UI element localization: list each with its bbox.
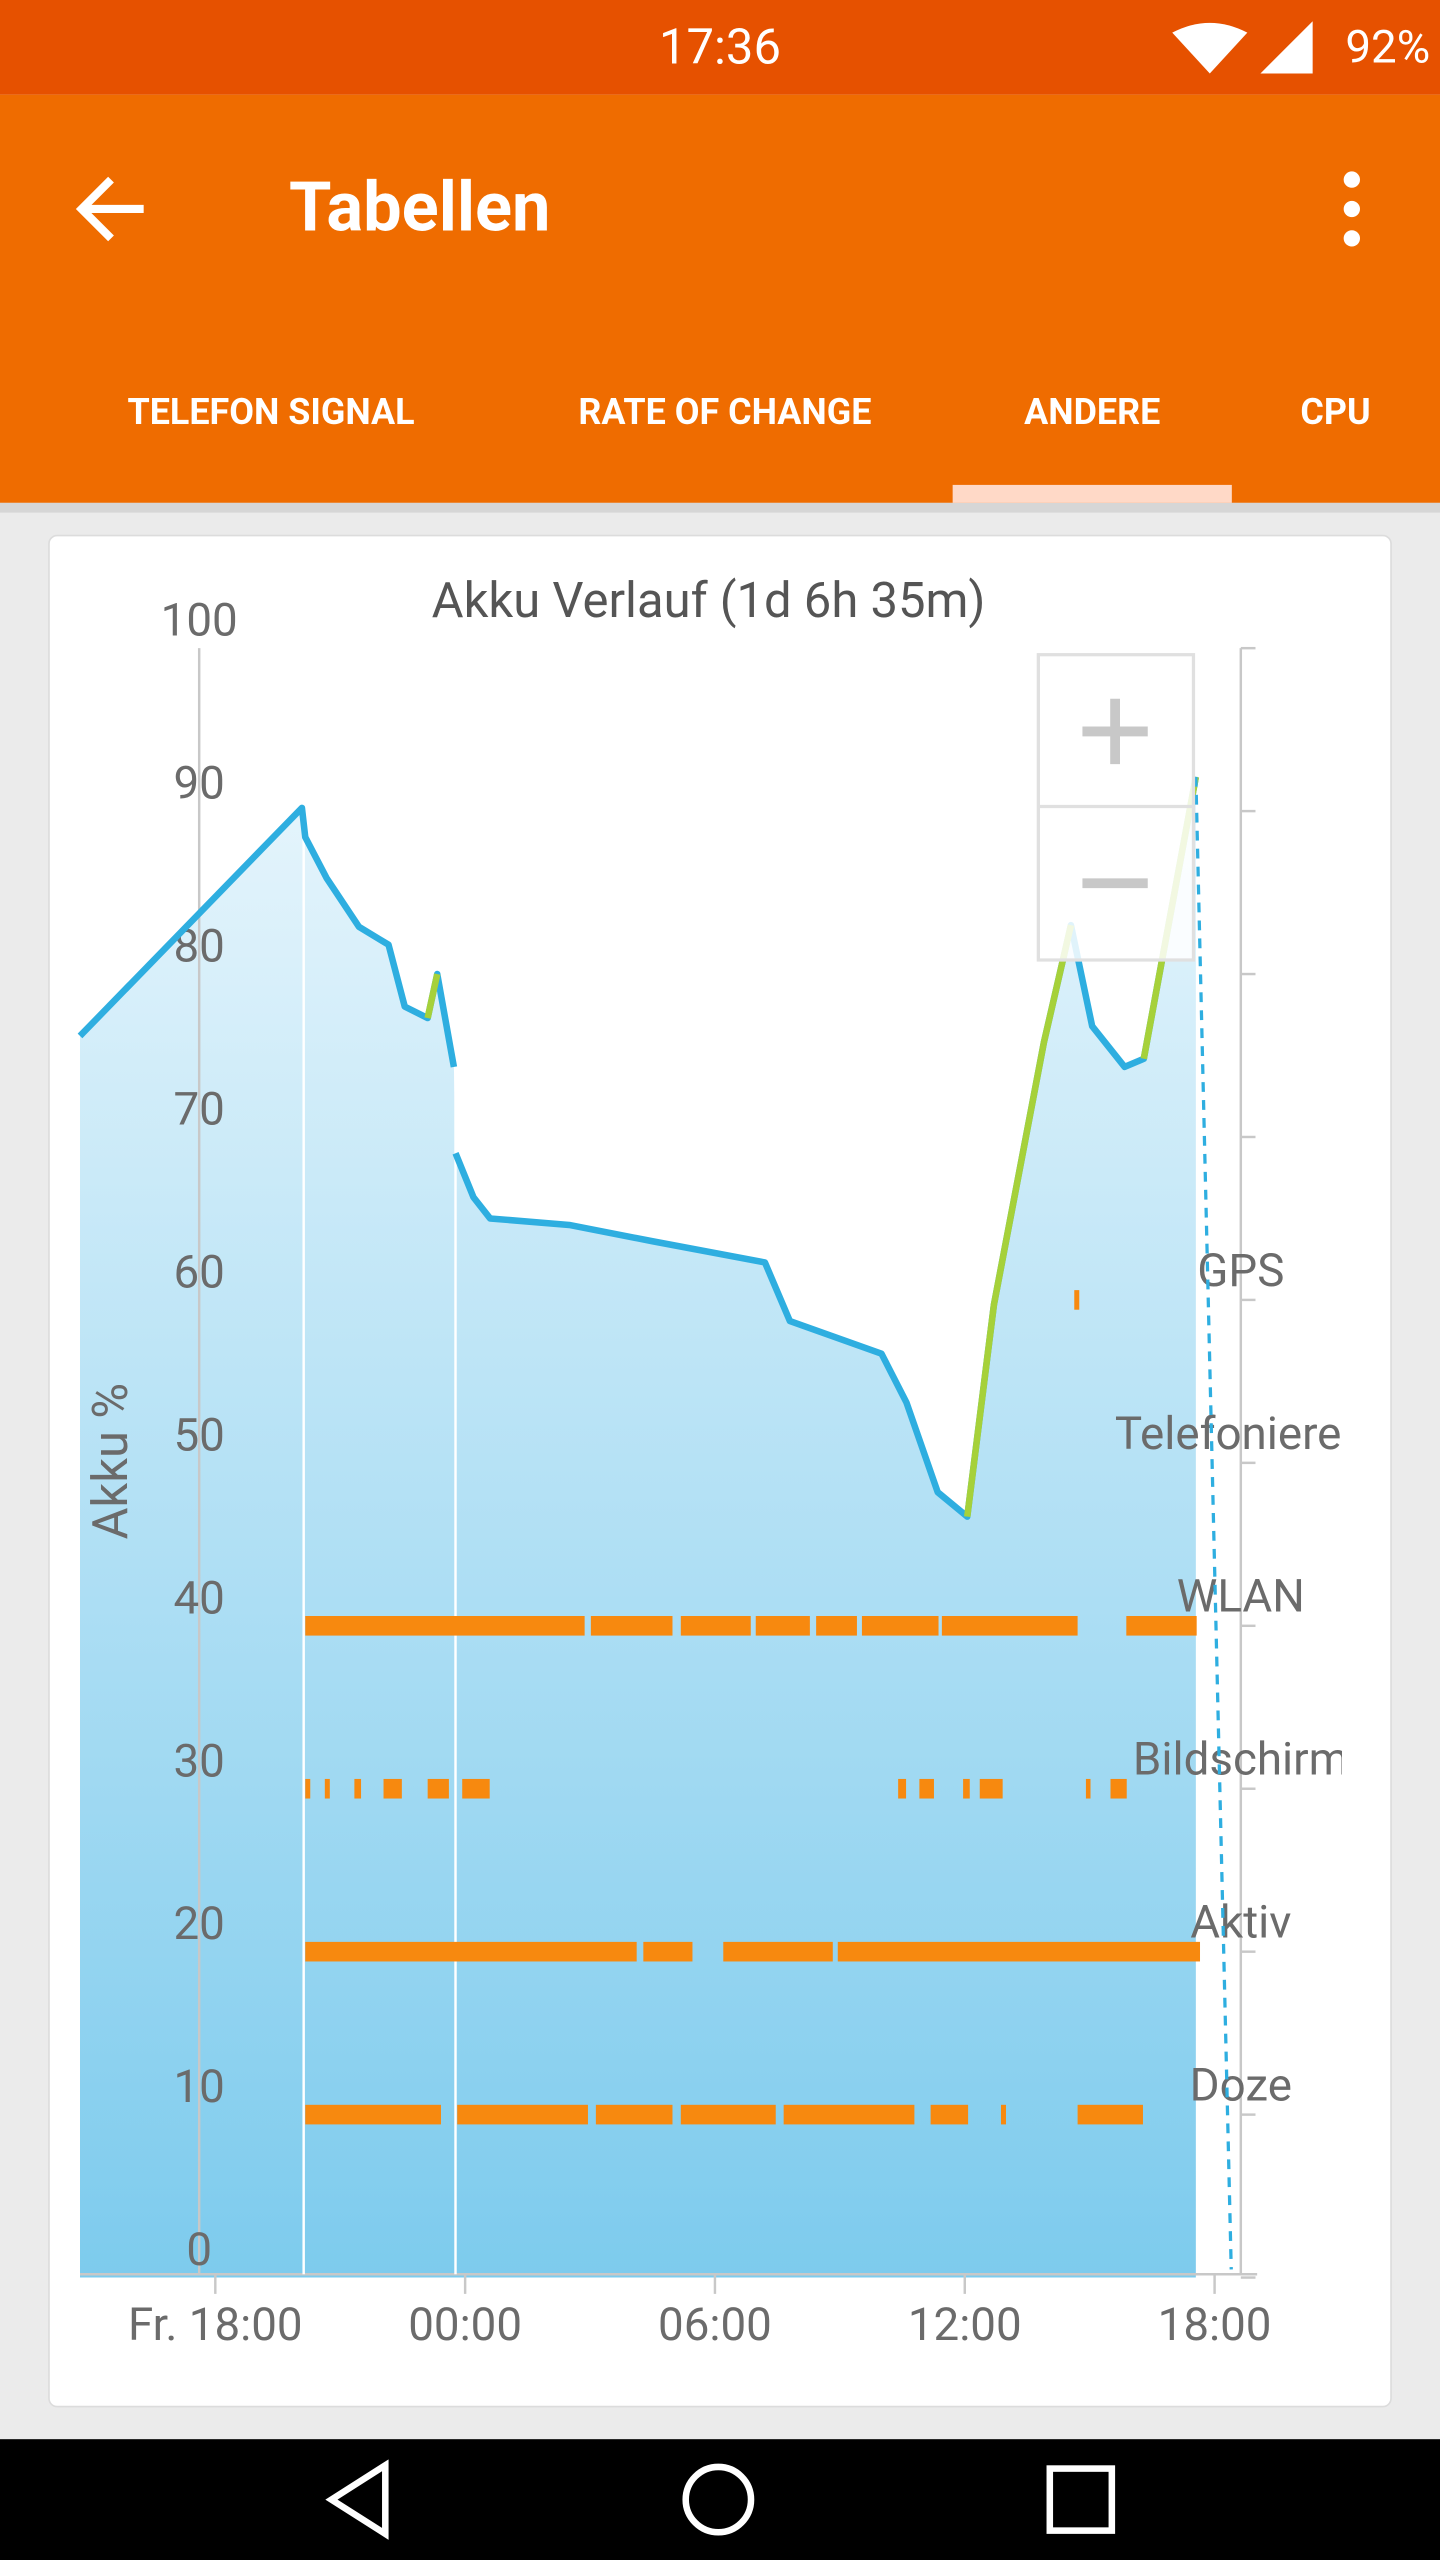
track-segment xyxy=(963,1778,970,1799)
nav-bar xyxy=(0,2439,1440,2560)
tab[interactable]: TELEFON SIGNAL xyxy=(127,391,414,433)
track-segment xyxy=(354,1778,362,1799)
tab[interactable]: RATE OF CHANGE xyxy=(578,391,871,433)
track-label: Aktiv xyxy=(1190,1897,1291,1950)
track-segment xyxy=(680,2104,776,2125)
y-tick-label: 30 xyxy=(173,1735,224,1788)
track-segment xyxy=(1110,1778,1127,1799)
track-segment xyxy=(427,1778,449,1799)
track-segment xyxy=(1126,1616,1197,1636)
battery-text: 92% xyxy=(1345,22,1430,75)
track-segment xyxy=(1074,1290,1080,1310)
y-tick-label: 20 xyxy=(173,1898,224,1951)
y-tick-label: 100 xyxy=(161,595,238,648)
track-segment xyxy=(861,1616,939,1636)
track-segment xyxy=(816,1616,857,1636)
y-tick-label: 0 xyxy=(186,2224,212,2277)
y-tick-label: 90 xyxy=(173,758,224,811)
x-tick-label: 00:00 xyxy=(408,2299,522,2352)
track-segment xyxy=(930,2104,969,2125)
chart xyxy=(80,646,1258,2294)
chart-title: Akku Verlauf (1d 6h 35m) xyxy=(432,572,986,629)
status-time: 17:36 xyxy=(659,19,781,76)
app-bar-shadow xyxy=(0,502,1440,513)
track-segment xyxy=(643,1941,693,1962)
overflow-menu[interactable] xyxy=(1343,171,1360,247)
track-segment xyxy=(457,2104,588,2125)
y-tick-label: 40 xyxy=(173,1572,224,1625)
track-label: Telefonieren xyxy=(1115,1408,1367,1461)
area-fill xyxy=(80,776,1196,2278)
track-segment xyxy=(837,1941,1201,1962)
track-segment xyxy=(755,1616,810,1636)
track-segment xyxy=(919,1778,934,1799)
x-tick-label: 12:00 xyxy=(908,2299,1022,2352)
track-segment xyxy=(680,1616,751,1636)
track-segment xyxy=(590,1616,673,1636)
track-segment xyxy=(324,1778,330,1799)
line-series xyxy=(452,776,1200,1520)
y-tick-label: 10 xyxy=(173,2061,224,2114)
x-tick-label: 18:00 xyxy=(1158,2299,1272,2352)
tracks: GPS Telefonieren WLAN Bildschirm Aktiv Doze xyxy=(305,1245,1367,2125)
signal-icon xyxy=(1260,21,1313,74)
track-label: GPS xyxy=(1197,1245,1284,1298)
zoom-in[interactable] xyxy=(1082,698,1148,765)
track-segment xyxy=(783,2104,915,2125)
tab[interactable]: CPU xyxy=(1300,391,1370,433)
track-segment xyxy=(383,1778,402,1799)
track-segment xyxy=(723,1941,833,1962)
y-tick-label: 70 xyxy=(173,1084,224,1137)
nav-home[interactable] xyxy=(682,2463,755,2536)
x-tick-label: 06:00 xyxy=(658,2299,772,2352)
track-segment xyxy=(1085,1778,1091,1799)
line-series xyxy=(1194,776,1233,2270)
track-segment xyxy=(898,1778,907,1799)
line-series xyxy=(964,924,1075,1518)
back-button[interactable] xyxy=(75,176,144,242)
app-bar xyxy=(0,94,1440,503)
y-axis-label: Akku % xyxy=(82,1383,139,1540)
track-segment xyxy=(1000,2104,1006,2125)
track-segment xyxy=(595,2104,673,2125)
track-segment xyxy=(305,1616,585,1636)
track-label: WLAN xyxy=(1177,1571,1305,1624)
nav-back[interactable] xyxy=(325,2459,389,2540)
zoom-control xyxy=(1036,653,1196,962)
line-series xyxy=(424,973,441,1019)
y-tick-label: 60 xyxy=(173,1247,224,1300)
y-tick-label: 50 xyxy=(173,1409,224,1462)
track-label: Bildschirm xyxy=(1133,1734,1349,1787)
tab-indicator xyxy=(952,484,1232,503)
wifi-icon xyxy=(1172,22,1248,74)
track-segment xyxy=(941,1616,1078,1636)
tab[interactable]: ANDERE xyxy=(1024,391,1160,433)
track-segment xyxy=(305,1778,311,1799)
track-segment xyxy=(462,1778,490,1799)
nav-recents[interactable] xyxy=(1046,2465,1116,2534)
track-segment xyxy=(305,1941,637,1962)
track-segment xyxy=(305,2104,441,2125)
track-segment xyxy=(1077,2104,1143,2125)
x-tick-label: Fr. 18:00 xyxy=(128,2299,303,2352)
track-label: Doze xyxy=(1190,2060,1292,2113)
app-title: Tabellen xyxy=(289,166,550,247)
track-segment xyxy=(979,1778,1003,1799)
